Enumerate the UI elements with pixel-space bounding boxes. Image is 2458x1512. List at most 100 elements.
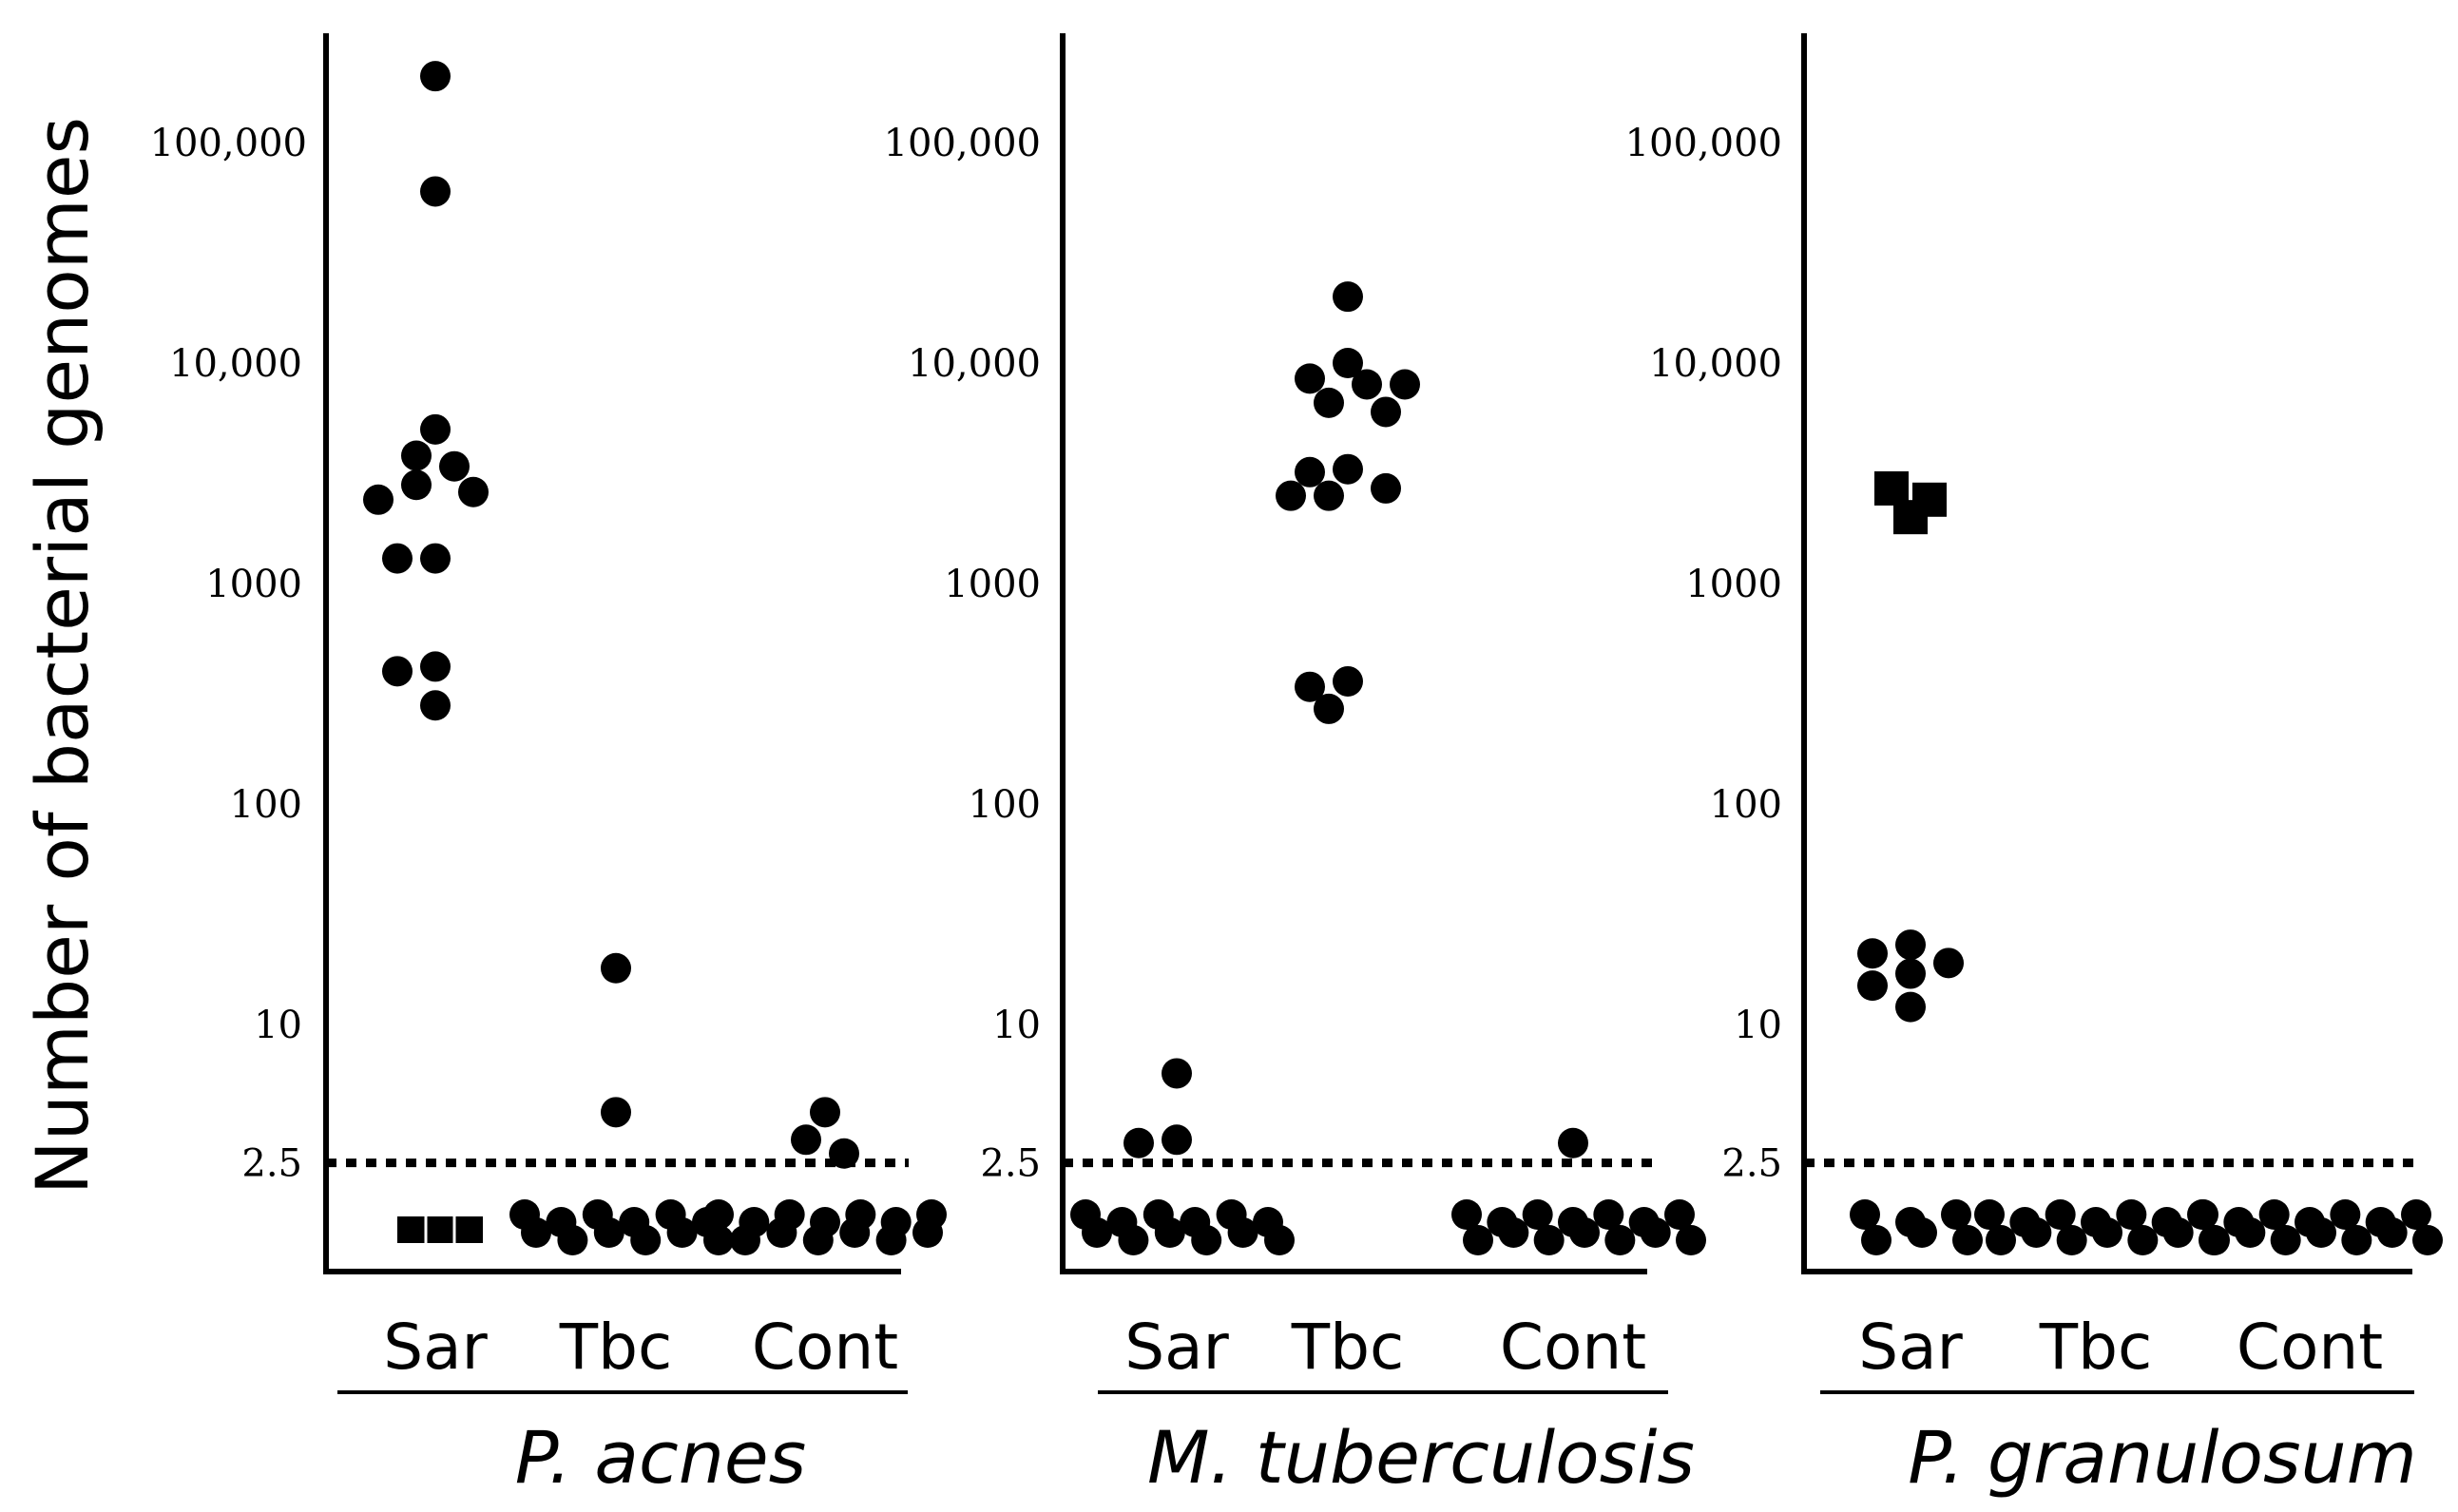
panel-1-point-sar	[439, 450, 470, 482]
panel-1-below-limit-point-tbc	[521, 1217, 551, 1248]
panel-3-below-limit-point-cont	[2258, 1199, 2290, 1230]
panel-3-organism-label: P. granulosum	[1908, 1415, 2417, 1500]
panel-2-point-tbc	[1333, 348, 1363, 378]
panel-2-tick-label: 100,000	[884, 122, 1041, 165]
panel-2-point-tbc	[1314, 387, 1344, 418]
panel-3-below-limit-point-cont	[2270, 1225, 2301, 1255]
panel-3-tick-label: 100	[1710, 783, 1782, 827]
panel-3-category-label-cont: Cont	[2237, 1311, 2383, 1384]
panel-1-tick-label: 100,000	[150, 122, 307, 165]
panel-3-point-sar	[1857, 938, 1888, 969]
panel-1-below-limit-point-cont	[875, 1225, 907, 1255]
panel-1-category-label-cont: Cont	[752, 1311, 898, 1384]
panel-2-point-sar	[1162, 1124, 1192, 1156]
panel-1-below-limit-point-cont	[802, 1225, 834, 1255]
panel-3-below-limit-point-tbc	[2045, 1199, 2076, 1230]
panel-3-point-sar	[1857, 970, 1888, 1002]
panel-2-point-tbc	[1352, 369, 1382, 400]
panel-3-below-limit-point-cont	[2376, 1217, 2408, 1248]
panel-1-square-marker-sar	[397, 1216, 483, 1243]
panel-1-tick-label: 10,000	[169, 342, 302, 386]
panel-1-below-limit-point-tbc	[666, 1217, 698, 1248]
panel-3-category-label-sar: Sar	[1858, 1311, 1963, 1384]
panel-3-below-limit-point-sar	[1952, 1225, 1983, 1255]
panel-1-point-sar	[401, 469, 432, 501]
panel-3-category-label-tbc: Tbc	[2039, 1311, 2153, 1384]
panel-1-point-sar	[420, 413, 451, 445]
panel-3-below-limit-point-tbc	[2056, 1225, 2087, 1255]
panel-2-below-limit-point-cont	[1664, 1199, 1695, 1230]
panel-3-tick-label: 2.5	[1721, 1142, 1782, 1186]
panel-2-tick-label: 10,000	[908, 342, 1041, 386]
panel-3-tick-label: 10	[1734, 1004, 1782, 1047]
panel-3-below-limit-point-cont	[2341, 1225, 2372, 1255]
panel-3-below-limit-point-tbc	[2021, 1217, 2052, 1248]
panel-3-below-limit-point-cont	[2330, 1199, 2361, 1230]
panel-1-point-sar	[382, 656, 413, 687]
panel-2-point-cont	[1558, 1127, 1588, 1158]
panel-2-category-label-cont: Cont	[1500, 1311, 1646, 1384]
panel-2-tick-label: 2.5	[980, 1142, 1041, 1186]
panel-3-below-limit-point-cont	[2199, 1225, 2230, 1255]
panel-1-point-cont	[810, 1097, 840, 1128]
panel-3-below-limit-point-sar	[1861, 1225, 1892, 1255]
panel-1-point-cont	[791, 1124, 821, 1156]
panel-1-below-limit-point-cont	[703, 1199, 734, 1230]
panel-1-category-label-sar: Sar	[383, 1311, 488, 1384]
panel-3-square-marker-sar	[1893, 500, 1928, 535]
y-axis-title: Number of bacterial genomes	[20, 117, 105, 1195]
panel-2-below-limit-point-cont	[1463, 1225, 1493, 1255]
panel-2-point-tbc	[1390, 369, 1420, 400]
panel-1-point-sar	[458, 476, 489, 507]
panel-3-point-sar	[1933, 947, 1964, 979]
panel-3-point-sar	[1895, 958, 1926, 989]
panel-2-tick-label: 1000	[944, 563, 1041, 606]
panel-3-below-limit-point-sar	[1907, 1217, 1937, 1248]
panel-1-point-sar	[401, 440, 432, 471]
panel-2-below-limit-point-cont	[1522, 1199, 1553, 1230]
panel-3-below-limit-point-cont	[2188, 1199, 2218, 1230]
panel-2-tick-label: 100	[969, 783, 1041, 827]
panel-2-below-limit-point-cont	[1451, 1199, 1482, 1230]
panel-3-tick-label: 100,000	[1625, 122, 1782, 165]
panel-3-below-limit-point-tbc	[2127, 1225, 2159, 1255]
panel-2-point-tbc	[1371, 396, 1401, 428]
panel-3-below-limit-point-cont	[2401, 1199, 2431, 1230]
panel-1-point-sar	[420, 543, 451, 574]
panel-3-below-limit-point-tbc	[1986, 1225, 2016, 1255]
panel-2-below-limit-point-sar	[1264, 1225, 1295, 1255]
panel-2-point-tbc	[1295, 456, 1325, 488]
panel-2-point-tbc	[1333, 665, 1363, 697]
panel-1-point-sar	[363, 484, 394, 515]
panel-1-point-sar	[420, 176, 451, 207]
panel-1-below-limit-point-cont	[730, 1225, 760, 1255]
panel-2-point-sar	[1123, 1127, 1154, 1158]
panel-1-organism-label: P. acnes	[515, 1415, 807, 1500]
panel-1-below-limit-point-cont	[839, 1217, 871, 1248]
panel-2-below-limit-point-cont	[1569, 1217, 1600, 1248]
panel-2-below-limit-point-cont	[1533, 1225, 1565, 1255]
panel-3-below-limit-point-cont	[2412, 1225, 2443, 1255]
panel-2-point-tbc	[1276, 480, 1306, 511]
panel-2-point-tbc	[1314, 480, 1344, 511]
panel-1-tick-label: 2.5	[241, 1142, 302, 1186]
panel-1-point-tbc	[601, 952, 631, 984]
panel-2-category-label-sar: Sar	[1124, 1311, 1229, 1384]
panel-1-point-sar	[382, 543, 413, 574]
panel-3-below-limit-point-sar	[1850, 1199, 1880, 1230]
panel-1-point-sar	[420, 651, 451, 682]
panel-2-tick-label: 10	[992, 1004, 1041, 1047]
panel-2-below-limit-point-sar	[1191, 1225, 1222, 1255]
panel-2-below-limit-point-cont	[1640, 1217, 1671, 1248]
panel-1-below-limit-point-cont	[912, 1217, 943, 1248]
panel-2-below-limit-point-sar	[1227, 1217, 1258, 1248]
panel-2-category-label-tbc: Tbc	[1291, 1311, 1405, 1384]
panel-1-point-sar	[420, 690, 451, 721]
panel-1-tick-label: 1000	[205, 563, 302, 606]
panel-3-below-limit-point-cont	[2306, 1217, 2336, 1248]
panel-3-below-limit-point-cont	[2235, 1217, 2266, 1248]
panel-3-tick-label: 10,000	[1649, 342, 1782, 386]
panel-2-below-limit-point-cont	[1604, 1225, 1636, 1255]
panel-2-point-tbc	[1295, 671, 1325, 702]
